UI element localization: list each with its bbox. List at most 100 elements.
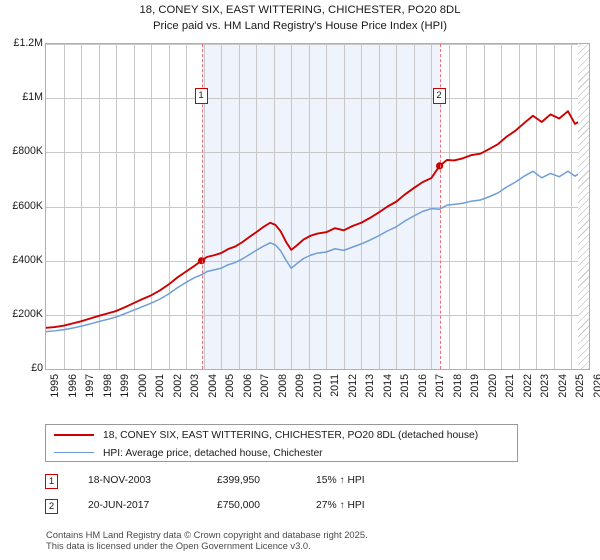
series-lines: [46, 110, 580, 333]
transaction-row[interactable]: 2 20-JUN-2017 £750,000 27% ↑ HPI: [45, 497, 525, 517]
gridline-vertical: [326, 44, 327, 369]
gridline-vertical: [256, 44, 257, 369]
gridline-vertical: [274, 44, 275, 369]
transaction-hpi-delta: 15% ↑ HPI: [316, 475, 365, 486]
transaction-price: £399,950: [217, 475, 260, 486]
x-axis-tick-label: 1996: [66, 374, 79, 398]
x-axis-tick-label: 2016: [416, 374, 429, 398]
gridline-vertical: [484, 44, 485, 369]
x-axis-tick-label: 2017: [434, 374, 447, 398]
gridline-vertical: [414, 44, 415, 369]
event-marker-line: [439, 44, 441, 369]
x-axis-tick-label: 2018: [451, 374, 464, 398]
gridline-vertical: [466, 44, 467, 369]
gridline-vertical: [239, 44, 240, 369]
title-line-1: 18, CONEY SIX, EAST WITTERING, CHICHESTE…: [139, 4, 461, 16]
y-axis-tick-label: £400K: [12, 253, 43, 266]
x-axis-tick-label: 2024: [556, 374, 569, 398]
gridline-vertical: [134, 44, 135, 369]
transaction-date: 20-JUN-2017: [88, 500, 150, 511]
y-axis-tick-label: £800K: [12, 145, 43, 158]
footer-attribution: Contains HM Land Registry data © Crown c…: [46, 529, 566, 551]
gridline-vertical: [344, 44, 345, 369]
x-axis-tick-label: 2011: [329, 374, 342, 397]
transaction-date: 18-NOV-2003: [88, 475, 151, 486]
gridline-vertical: [501, 44, 502, 369]
x-axis-tick-label: 2005: [224, 374, 237, 398]
gridline-vertical: [536, 44, 537, 369]
x-axis-tick-label: 1998: [101, 374, 114, 398]
gridline-vertical: [99, 44, 100, 369]
gridline-horizontal: [46, 207, 589, 208]
hpi-average-line: [46, 170, 580, 333]
transaction-row[interactable]: 1 18-NOV-2003 £399,950 15% ↑ HPI: [45, 472, 525, 492]
transaction-index-badge: 2: [45, 499, 58, 514]
y-axis-tick-label: £600K: [12, 199, 43, 212]
footer-line-1: Contains HM Land Registry data © Crown c…: [46, 529, 368, 540]
gridline-vertical: [169, 44, 170, 369]
event-marker-line: [201, 44, 203, 369]
gridline-vertical: [204, 44, 205, 369]
legend-item-label: HPI: Average price, detached house, Chic…: [103, 448, 323, 459]
x-axis-tick-label: 2000: [136, 374, 149, 398]
y-axis-tick-label: £1.2M: [13, 37, 43, 49]
gridline-vertical: [291, 44, 292, 369]
gridline-vertical: [449, 44, 450, 369]
title-line-2: Price paid vs. HM Land Registry's House …: [152, 19, 448, 32]
gridline-vertical: [519, 44, 520, 369]
x-axis-tick-label: 1995: [49, 374, 61, 398]
x-axis-tick-label: 2008: [276, 374, 289, 398]
gridline-vertical: [116, 44, 117, 369]
future-projection-hatch: [578, 44, 589, 369]
gridline-vertical: [431, 44, 432, 369]
x-axis-tick-label: 2023: [539, 374, 552, 398]
gridline-vertical: [396, 44, 397, 369]
chart-plot-area: [45, 43, 590, 370]
y-axis-tick-label: £0: [31, 362, 43, 374]
gridline-vertical: [361, 44, 362, 369]
plot-inner: [46, 44, 589, 369]
footer-line-2: This data is licensed under the Open Gov…: [46, 540, 311, 551]
x-axis-tick-label: 1999: [119, 374, 132, 398]
gridline-horizontal: [46, 44, 589, 45]
x-axis-tick-label: 2003: [189, 374, 202, 398]
page-title: 18, CONEY SIX, EAST WITTERING, CHICHESTE…: [0, 3, 600, 34]
x-axis-tick-label: 2019: [469, 374, 482, 398]
line-swatch-red: [54, 434, 94, 436]
x-axis-tick-label: 2020: [486, 374, 499, 398]
gridline-horizontal: [46, 98, 589, 99]
event-marker-box[interactable]: 1: [194, 88, 208, 104]
x-axis-tick-label: 2015: [399, 374, 412, 398]
property-price-line: [46, 110, 580, 329]
x-axis-tick-label: 2026: [592, 374, 600, 398]
x-axis-tick-label: 2009: [294, 374, 307, 398]
x-axis-tick-label: 2002: [171, 374, 184, 398]
line-swatch-blue: [54, 452, 94, 453]
gridline-vertical: [221, 44, 222, 369]
x-axis-tick-label: 2007: [259, 374, 272, 398]
x-axis-tick-label: 2006: [241, 374, 254, 398]
x-axis-tick-label: 2012: [346, 374, 359, 398]
x-axis-tick-label: 2025: [574, 374, 587, 398]
transaction-price: £750,000: [217, 500, 260, 511]
gridline-vertical: [64, 44, 65, 369]
x-axis-tick-label: 2004: [206, 374, 219, 398]
gridline-horizontal: [46, 315, 589, 316]
gridline-vertical: [571, 44, 572, 369]
legend-item: 18, CONEY SIX, EAST WITTERING, CHICHESTE…: [46, 426, 517, 445]
legend-item: HPI: Average price, detached house, Chic…: [46, 444, 517, 463]
gridline-horizontal: [46, 152, 589, 153]
x-axis-tick-label: 2014: [381, 374, 394, 398]
x-axis-tick-label: 2013: [364, 374, 377, 398]
event-marker-box[interactable]: 2: [432, 88, 446, 104]
x-axis-tick-label: 2001: [154, 374, 167, 398]
x-axis-tick-label: 2021: [504, 374, 517, 398]
transaction-hpi-delta: 27% ↑ HPI: [316, 500, 365, 511]
gridline-horizontal: [46, 261, 589, 262]
gridline-vertical: [309, 44, 310, 369]
x-axis-tick-label: 1997: [84, 374, 97, 398]
y-axis-tick-label: £1M: [22, 91, 43, 104]
legend-item-label: 18, CONEY SIX, EAST WITTERING, CHICHESTE…: [103, 430, 479, 441]
gridline-vertical: [81, 44, 82, 369]
